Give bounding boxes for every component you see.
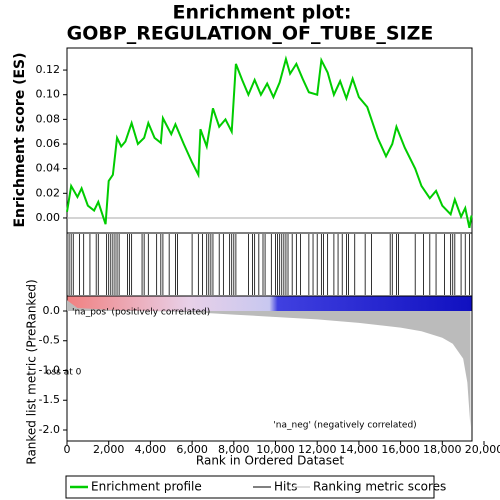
- y-tick-label: -1.5: [39, 393, 60, 406]
- x-tick-label: 14,000: [340, 443, 379, 456]
- y-tick-label: 0.10: [36, 88, 61, 101]
- y-tick-label: 0.12: [36, 63, 61, 76]
- y-tick-label: 0.02: [36, 186, 61, 199]
- es-frame: [66, 47, 473, 234]
- y-axis-title: Ranked list metric (PreRanked): [25, 279, 39, 464]
- annotation: oss at 0: [46, 368, 82, 378]
- y-tick-label: -0.5: [39, 334, 60, 347]
- y-tick-label: 0.00: [36, 211, 61, 224]
- legend-label: Hits: [274, 480, 297, 494]
- y-tick-label: -1.0: [39, 363, 60, 376]
- legend: [65, 475, 435, 499]
- y-axis-title: Enrichment score (ES): [12, 52, 28, 227]
- y-tick-label: -2.0: [39, 423, 60, 436]
- chart-title: Enrichment plot:: [173, 2, 352, 24]
- y-tick-label: 0.04: [36, 162, 61, 175]
- x-tick-label: 2,000: [93, 443, 125, 456]
- color-band: [67, 296, 472, 311]
- y-tick-label: 0.08: [36, 112, 61, 125]
- y-tick-label: 0.0: [43, 304, 61, 317]
- legend-label: Enrichment profile: [91, 480, 202, 494]
- metric-area: [67, 300, 471, 428]
- x-tick-label: 10,000: [256, 443, 295, 456]
- x-tick-label: 4,000: [135, 443, 167, 456]
- x-tick-label: 6,000: [176, 443, 208, 456]
- y-tick-label: 0.06: [36, 137, 61, 150]
- x-axis-title: Rank in Ordered Dataset: [196, 454, 344, 468]
- chart-subtitle: GOBP_REGULATION_OF_TUBE_SIZE: [67, 23, 434, 45]
- annotation: 'na_pos' (positively correlated): [72, 308, 210, 318]
- x-tick-label: 8,000: [218, 443, 250, 456]
- x-tick-label: 16,000: [381, 443, 420, 456]
- x-tick-label: 18,000: [423, 443, 462, 456]
- es-line: [66, 55, 473, 229]
- x-tick-label: 20,000: [465, 443, 500, 456]
- annotation: 'na_neg' (negatively correlated): [273, 421, 416, 431]
- legend-label: Ranking metric scores: [313, 480, 446, 494]
- x-tick-label: 12,000: [298, 443, 337, 456]
- metric-frame: [66, 295, 473, 442]
- x-tick-label: 0: [64, 443, 71, 456]
